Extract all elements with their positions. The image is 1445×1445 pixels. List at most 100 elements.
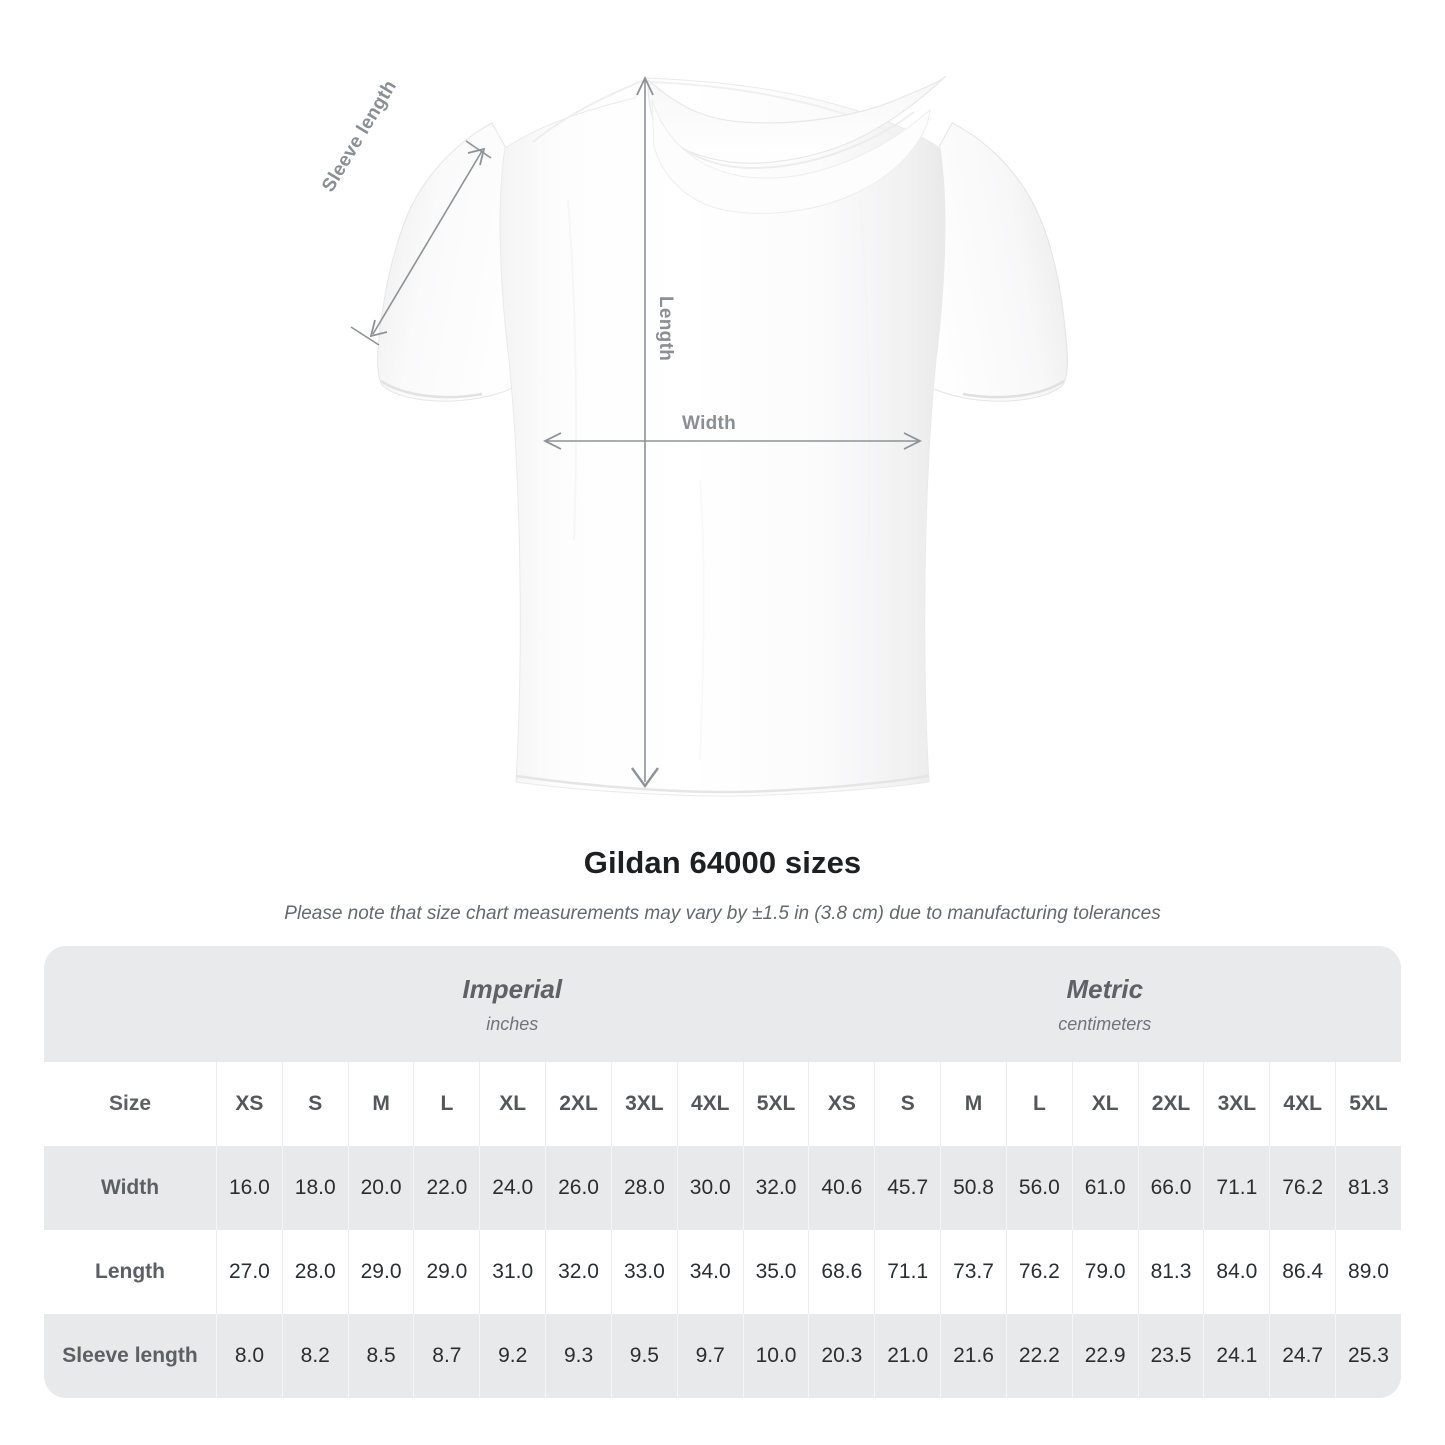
- sleeve-arrowhead-top: [467, 147, 486, 166]
- sleeve-cell-metric-0: 20.3: [808, 1314, 874, 1398]
- left-sleeve-hem: [380, 379, 483, 399]
- fabric-fold-3: [699, 479, 705, 761]
- size-cell-metric-8: 5XL: [1335, 1062, 1401, 1146]
- length-cell-metric-7: 86.4: [1269, 1230, 1335, 1314]
- sleeve-cell-metric-2: 21.6: [940, 1314, 1006, 1398]
- unit-group-metric-name: Metric: [1066, 973, 1144, 1004]
- length-cell-metric-5: 81.3: [1137, 1230, 1204, 1314]
- table-row-width: Width 16.0 18.0 20.0 22.0 24.0 26.0 28.0 30.0 32…: [44, 1146, 1401, 1230]
- size-cell-metric-2: M: [940, 1062, 1006, 1146]
- width-cell-imperial-0: 16.0: [216, 1146, 282, 1230]
- sleeve-cell-metric-8: 25.3: [1335, 1314, 1401, 1398]
- measurement-guides: [350, 75, 923, 789]
- table-row-length: Length 27.0 28.0 29.0 29.0 31.0 32.0 33.0 34.0 3…: [44, 1230, 1401, 1314]
- row-label-size: Size: [108, 1092, 152, 1115]
- sleeve-cell-imperial-1: 8.2: [281, 1314, 348, 1398]
- sleeve-tick-top: [465, 140, 492, 159]
- length-cell-metric-3: 76.2: [1005, 1230, 1072, 1314]
- length-cell-metric-8: 89.0: [1335, 1230, 1401, 1314]
- length-cell-imperial-0: 27.0: [216, 1230, 282, 1314]
- length-cell-metric-0: 68.6: [808, 1230, 874, 1314]
- width-cell-imperial-1: 18.0: [281, 1146, 348, 1230]
- size-chart-heading-block: Gildan 64000 sizes Please note that size…: [0, 845, 1445, 925]
- size-cell-imperial-8: 5XL: [742, 1062, 809, 1146]
- size-cell-imperial-4: XL: [479, 1062, 545, 1146]
- width-cell-metric-3: 56.0: [1005, 1146, 1072, 1230]
- length-cell-metric-6: 84.0: [1203, 1230, 1269, 1314]
- sleeve-cell-imperial-0: 8.0: [216, 1314, 282, 1398]
- width-annotation-label: Width: [682, 413, 737, 434]
- unit-group-imperial: Imperial inches: [216, 946, 809, 1062]
- length-arrowhead-bottom: [631, 767, 659, 789]
- size-cell-metric-6: 3XL: [1203, 1062, 1269, 1146]
- length-cell-imperial-3: 29.0: [413, 1230, 479, 1314]
- width-cell-imperial-2: 20.0: [347, 1146, 414, 1230]
- row-label-sleeve-length: Sleeve length: [62, 1344, 198, 1367]
- length-arrowhead-top: [636, 75, 654, 96]
- sleeve-cell-metric-3: 22.2: [1005, 1314, 1072, 1398]
- width-cell-imperial-4: 24.0: [479, 1146, 545, 1230]
- unit-header-spacer: [44, 946, 216, 1062]
- size-cell-imperial-7: 4XL: [676, 1062, 743, 1146]
- width-cell-metric-7: 76.2: [1269, 1146, 1335, 1230]
- fabric-fold-2: [859, 199, 871, 561]
- fabric-fold-1: [567, 199, 577, 541]
- row-label-length: Length: [95, 1260, 165, 1283]
- shirt-torso-shape: [499, 77, 946, 797]
- sleeve-cell-imperial-6: 9.5: [610, 1314, 677, 1398]
- size-cell-metric-0: XS: [808, 1062, 874, 1146]
- table-row-sleeve-length: Sleeve length 8.0 8.2 8.5 8.7 9.2 9.3 9.5 9.7 10…: [44, 1314, 1401, 1398]
- unit-group-imperial-name: Imperial: [462, 973, 563, 1004]
- width-cell-metric-6: 71.1: [1203, 1146, 1269, 1230]
- length-cell-metric-2: 73.7: [940, 1230, 1006, 1314]
- width-cell-metric-4: 61.0: [1071, 1146, 1138, 1230]
- length-cell-imperial-6: 33.0: [610, 1230, 677, 1314]
- width-cell-imperial-3: 22.0: [413, 1146, 479, 1230]
- page-title: Gildan 64000 sizes: [583, 845, 862, 880]
- bottom-hem: [515, 774, 930, 794]
- sleeve-cell-metric-1: 21.0: [874, 1314, 940, 1398]
- size-cell-imperial-6: 3XL: [610, 1062, 677, 1146]
- sleeve-cell-metric-5: 23.5: [1137, 1314, 1204, 1398]
- collar-inner-edge: [659, 111, 915, 170]
- length-cell-metric-4: 79.0: [1071, 1230, 1138, 1314]
- neck-opening: [651, 99, 931, 214]
- sleeve-cell-imperial-4: 9.2: [479, 1314, 545, 1398]
- width-cell-metric-0: 40.6: [808, 1146, 874, 1230]
- tshirt-diagram-svg: [350, 75, 1068, 797]
- length-cell-imperial-7: 34.0: [676, 1230, 743, 1314]
- sleeve-cell-metric-7: 24.7: [1269, 1314, 1335, 1398]
- size-chart-table: Imperial inches Metric centimeters Size …: [44, 946, 1401, 1398]
- left-shoulder-seam: [532, 79, 646, 143]
- sleeve-cell-imperial-8: 10.0: [742, 1314, 809, 1398]
- width-cell-metric-8: 81.3: [1335, 1146, 1401, 1230]
- length-cell-imperial-8: 35.0: [742, 1230, 809, 1314]
- size-cell-metric-5: 2XL: [1137, 1062, 1204, 1146]
- unit-group-metric-subtitle: centimeters: [1058, 1013, 1152, 1034]
- size-cell-metric-7: 4XL: [1269, 1062, 1335, 1146]
- length-cell-metric-1: 71.1: [874, 1230, 940, 1314]
- size-cell-imperial-0: XS: [216, 1062, 282, 1146]
- sleeve-cell-imperial-7: 9.7: [676, 1314, 743, 1398]
- tolerance-note: Please note that size chart measurements…: [284, 903, 1161, 924]
- right-shoulder-seam: [647, 81, 913, 147]
- row-label-width: Width: [100, 1176, 160, 1199]
- sleeve-arrowhead-bottom: [369, 319, 388, 338]
- width-arrowhead-right: [903, 432, 923, 450]
- width-cell-metric-5: 66.0: [1137, 1146, 1204, 1230]
- unit-group-imperial-subtitle: inches: [486, 1013, 539, 1034]
- length-cell-imperial-5: 32.0: [545, 1230, 611, 1314]
- width-cell-imperial-7: 30.0: [676, 1146, 743, 1230]
- length-cell-imperial-4: 31.0: [479, 1230, 545, 1314]
- width-cell-metric-2: 50.8: [940, 1146, 1006, 1230]
- sleeve-cell-metric-6: 24.1: [1203, 1314, 1269, 1398]
- table-row-size-header: Size XS S M L XL 2XL 3XL 4XL 5XL XS S M L XL 2XL 3XL 4XL…: [44, 1062, 1401, 1146]
- right-sleeve-hem: [962, 379, 1065, 399]
- width-cell-imperial-5: 26.0: [545, 1146, 611, 1230]
- size-cell-metric-4: XL: [1071, 1062, 1138, 1146]
- length-cell-imperial-2: 29.0: [347, 1230, 414, 1314]
- width-cell-imperial-6: 28.0: [610, 1146, 677, 1230]
- width-arrowhead-left: [542, 432, 562, 450]
- width-cell-metric-1: 45.7: [874, 1146, 940, 1230]
- size-cell-imperial-3: L: [413, 1062, 479, 1146]
